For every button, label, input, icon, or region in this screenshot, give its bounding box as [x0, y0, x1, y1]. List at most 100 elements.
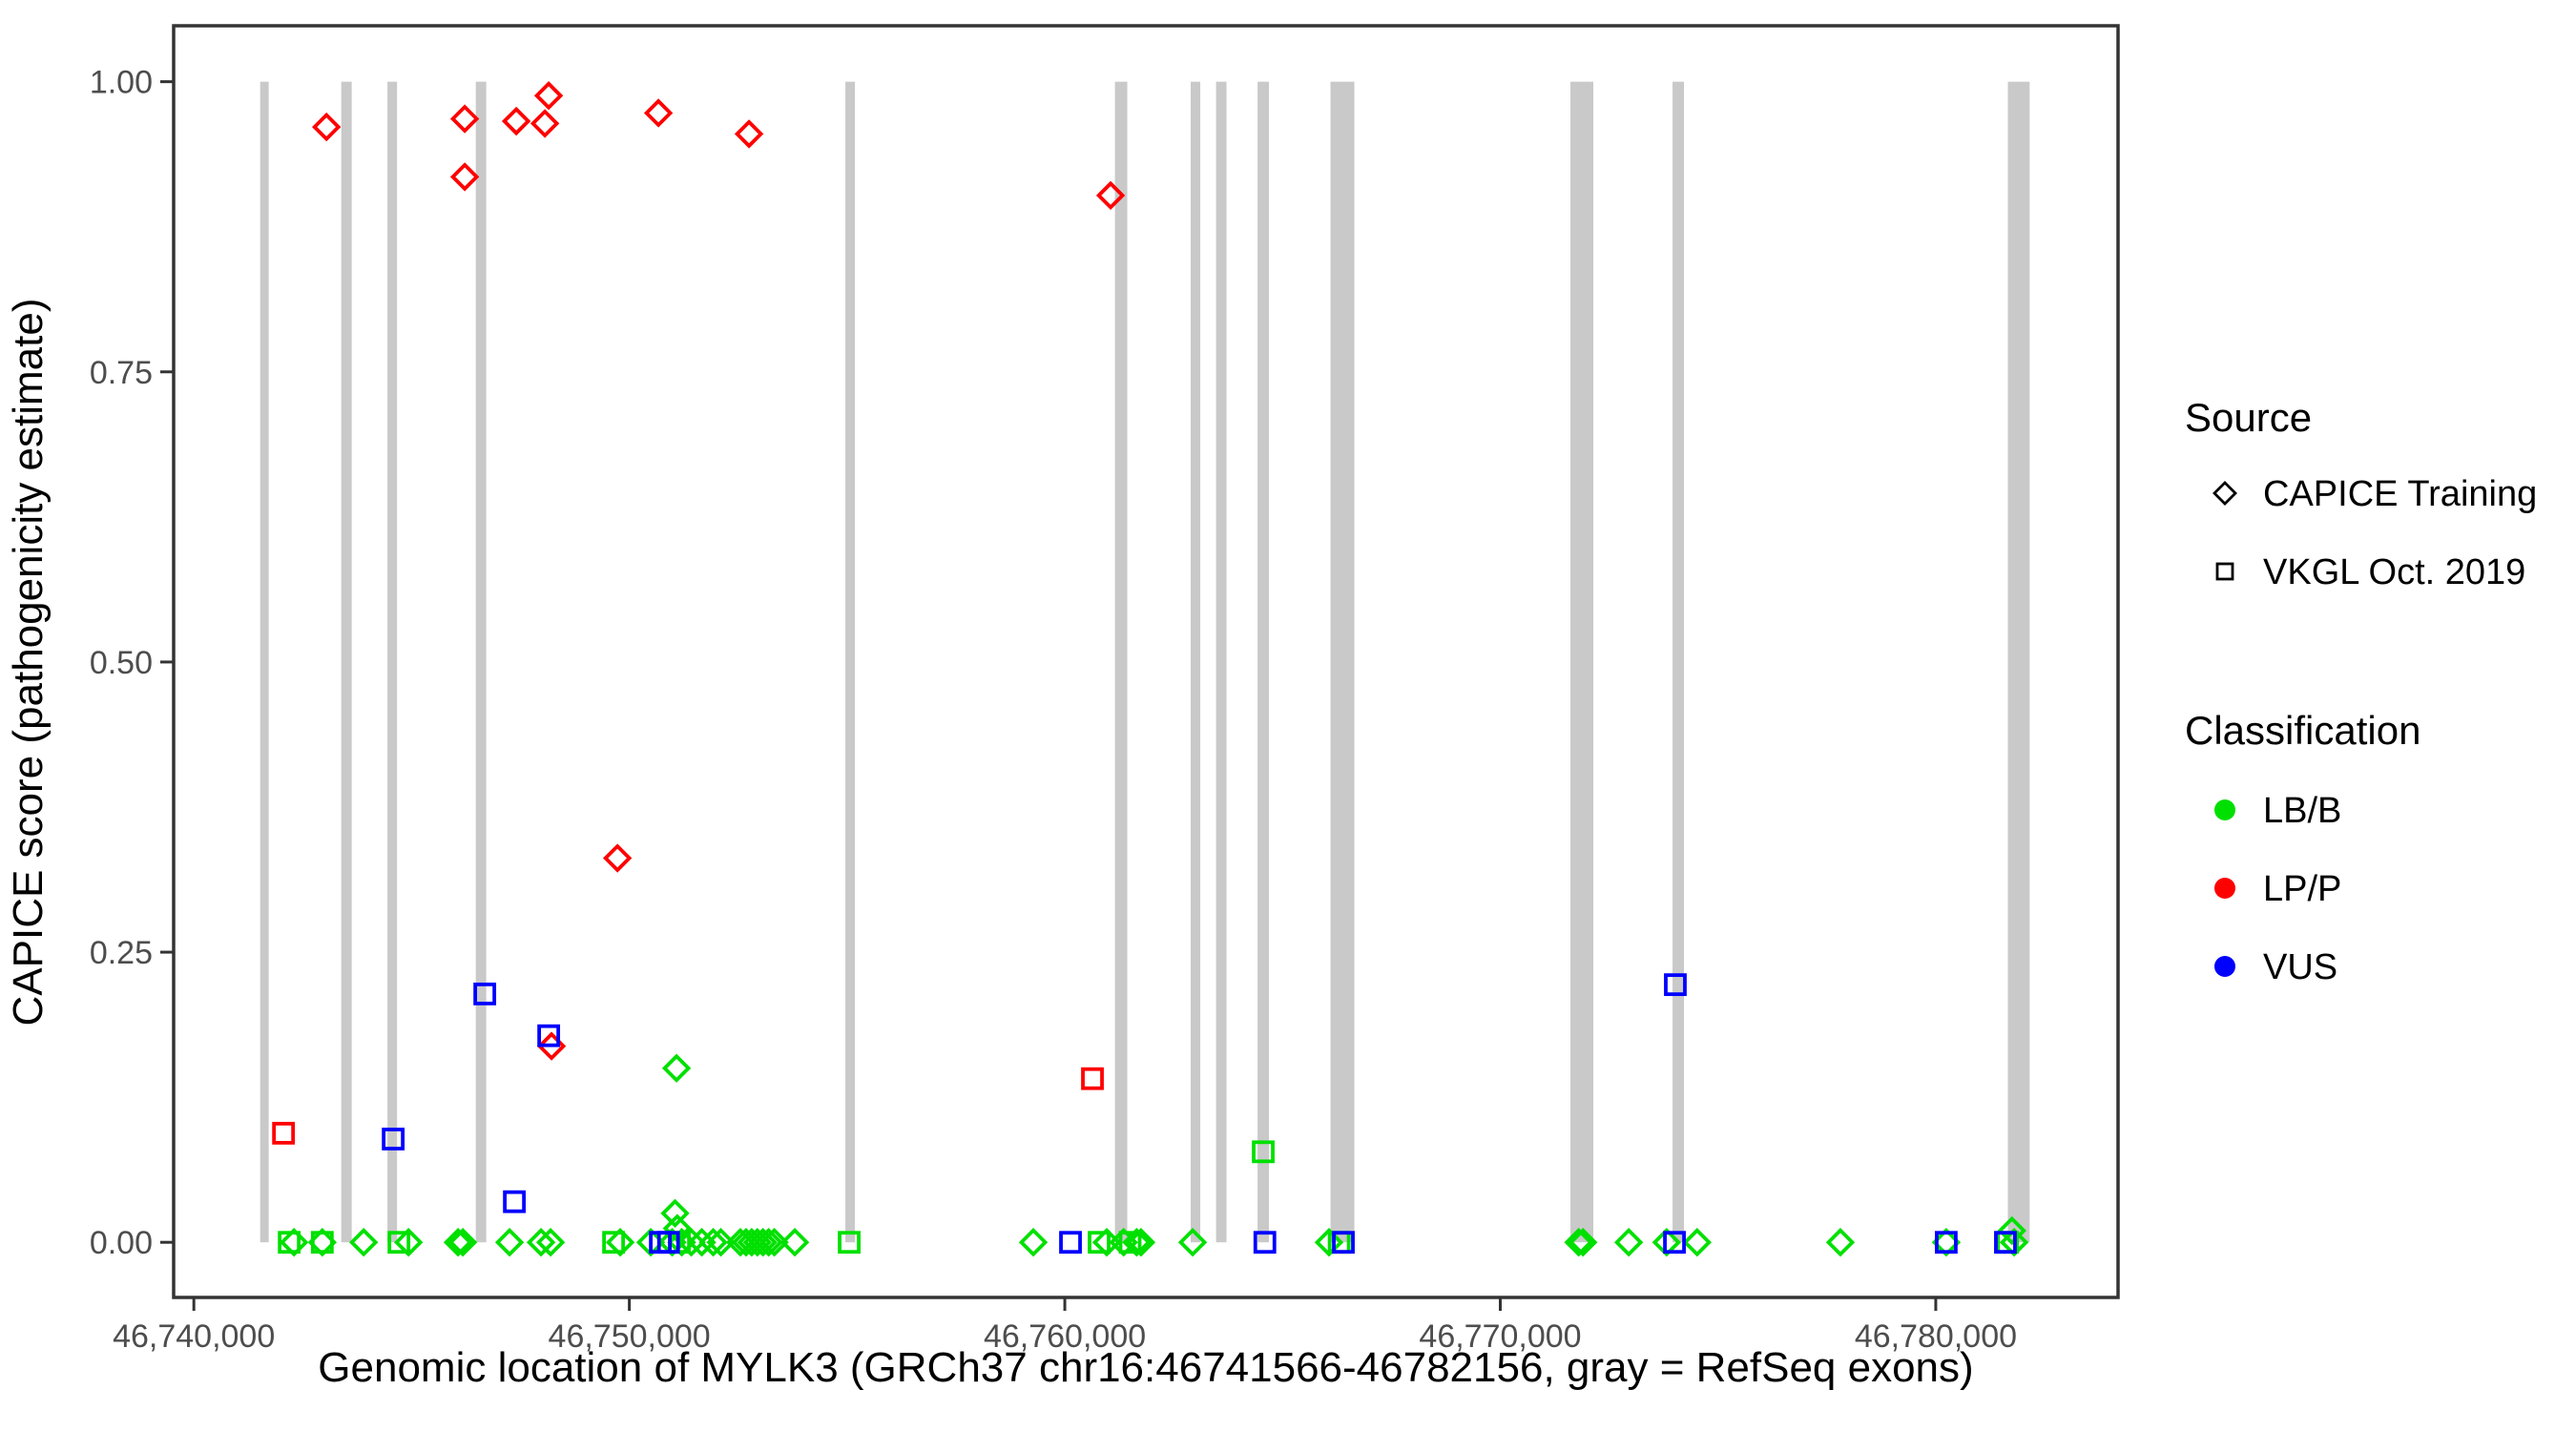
- data-point-diamond: [311, 112, 342, 142]
- exon-bar: [1330, 81, 1355, 1243]
- legend-source-item-label: CAPICE Training: [2263, 474, 2537, 514]
- data-point-diamond: [447, 1228, 478, 1257]
- x-tick-label: 46,760,000: [984, 1318, 1146, 1355]
- data-points-layer: [272, 81, 2029, 1257]
- data-point-square: [387, 1231, 411, 1255]
- exon-bar: [1570, 81, 1594, 1243]
- legend-classification-items: LB/B LP/P VUS: [2214, 791, 2341, 987]
- legend-diamond-icon: [2212, 481, 2237, 506]
- data-point-diamond: [530, 109, 560, 138]
- x-tick-label: 46,770,000: [1419, 1318, 1581, 1355]
- data-point-diamond: [1682, 1228, 1712, 1257]
- data-point-diamond: [1126, 1228, 1156, 1257]
- y-axis-title: CAPICE score (pathogenicity estimate): [5, 299, 52, 1027]
- exon-bar: [1114, 81, 1128, 1243]
- y-tick-label: 0.50: [90, 645, 153, 681]
- data-point-square: [1935, 1231, 1958, 1255]
- data-point-diamond: [1564, 1228, 1593, 1257]
- data-point-diamond: [754, 1228, 783, 1257]
- data-point-square: [537, 1024, 561, 1047]
- y-tick-label: 1.00: [90, 65, 153, 101]
- data-point-diamond: [1314, 1228, 1344, 1257]
- data-point-diamond: [706, 1228, 736, 1257]
- data-point-diamond: [687, 1228, 717, 1257]
- data-point-square: [272, 1121, 296, 1145]
- data-point-diamond: [1652, 1228, 1682, 1257]
- data-point-diamond: [605, 1228, 635, 1257]
- data-point-square: [1088, 1231, 1111, 1255]
- exon-bar: [260, 81, 269, 1243]
- y-tick-label: 0.75: [90, 355, 153, 391]
- data-point-square: [602, 1231, 625, 1255]
- legend-classification-title: Classification: [2185, 708, 2420, 753]
- exon-bar: [2007, 81, 2030, 1243]
- data-point-diamond: [494, 1228, 525, 1257]
- data-point-diamond: [279, 1228, 309, 1257]
- data-point-diamond: [734, 119, 764, 149]
- data-point-diamond: [443, 1228, 473, 1257]
- data-point-diamond: [349, 1228, 379, 1257]
- data-point-square: [1664, 973, 1687, 997]
- exon-bar: [1215, 81, 1227, 1243]
- data-point-diamond: [661, 1053, 692, 1083]
- data-point-diamond: [449, 162, 480, 192]
- plot-panel-border: [172, 24, 2120, 1299]
- exon-bar: [1672, 81, 1685, 1243]
- data-point-diamond: [1825, 1228, 1856, 1257]
- data-point-diamond: [759, 1228, 789, 1257]
- data-point-diamond: [748, 1228, 778, 1257]
- data-point-diamond: [501, 106, 531, 136]
- y-tick-label: 0.25: [90, 935, 153, 971]
- data-point-diamond: [698, 1228, 728, 1257]
- exon-bar: [475, 81, 487, 1243]
- x-tick-label: 46,750,000: [549, 1318, 711, 1355]
- data-point-diamond: [676, 1228, 706, 1257]
- legend-color-dot-icon: [2214, 956, 2235, 977]
- data-point-square: [1994, 1231, 2017, 1255]
- exon-bar: [845, 81, 856, 1243]
- data-point-square: [1059, 1231, 1082, 1255]
- data-point-diamond: [667, 1228, 696, 1257]
- y-tick-label: 0.00: [90, 1225, 153, 1261]
- data-point-diamond: [660, 1198, 690, 1228]
- x-axis-title: Genomic location of MYLK3 (GRCh37 chr16:…: [318, 1344, 1973, 1391]
- x-tick-label: 46,780,000: [1855, 1318, 2017, 1355]
- legend-color-dot-icon: [2214, 878, 2235, 899]
- legend-source-item-label: VKGL Oct. 2019: [2263, 552, 2525, 592]
- x-tick-label: 46,740,000: [113, 1318, 275, 1355]
- data-point-square: [1253, 1231, 1277, 1255]
- data-point-diamond: [1095, 180, 1126, 211]
- data-point-diamond: [526, 1228, 556, 1257]
- data-point-square: [838, 1231, 861, 1255]
- data-point-diamond: [643, 98, 674, 128]
- data-point-square: [1332, 1231, 1355, 1255]
- exon-bar: [1257, 81, 1270, 1243]
- data-point-diamond: [449, 104, 480, 134]
- data-point-diamond: [1122, 1228, 1152, 1257]
- data-point-diamond: [533, 81, 564, 111]
- data-point-diamond: [1997, 1215, 2026, 1246]
- legend-source-items: CAPICE Training VKGL Oct. 2019: [2212, 474, 2537, 592]
- exon-bar: [1191, 81, 1201, 1243]
- legend-source-title: Source: [2185, 395, 2312, 440]
- data-point-square: [382, 1128, 405, 1151]
- data-point-square: [1252, 1140, 1275, 1164]
- data-point-diamond: [1613, 1228, 1644, 1257]
- data-point-diamond: [1999, 1228, 2029, 1257]
- data-point-square: [473, 982, 497, 1006]
- data-point-diamond: [535, 1228, 566, 1257]
- exon-bar: [341, 81, 352, 1243]
- legend-classification-item-label: LB/B: [2263, 791, 2341, 831]
- exon-bars-layer: [260, 81, 2030, 1243]
- legend-classification-item-label: LP/P: [2263, 869, 2341, 909]
- exon-bar: [387, 81, 398, 1243]
- legend: Source CAPICE Training VKGL Oct. 2019 Cla…: [2185, 395, 2537, 987]
- legend-color-dot-icon: [2214, 799, 2235, 820]
- axis-ticks-layer: 46,740,000 46,750,000 46,760,000 46,770,000…: [90, 65, 2017, 1355]
- legend-classification-item-label: VUS: [2263, 947, 2337, 987]
- data-point-diamond: [1018, 1228, 1049, 1257]
- data-point-diamond: [602, 843, 633, 873]
- data-point-square: [656, 1231, 680, 1255]
